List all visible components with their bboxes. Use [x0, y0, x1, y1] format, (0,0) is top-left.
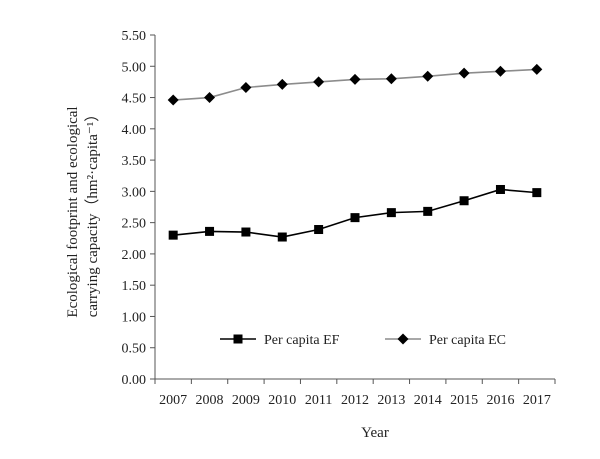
data-point-diamond [313, 76, 325, 88]
y-tick-label: 0.50 [122, 342, 147, 357]
series-per-capita-ec [167, 63, 543, 106]
data-point-square [459, 196, 469, 206]
data-point-square [350, 213, 360, 223]
y-tick-label: 3.00 [122, 185, 147, 200]
x-tick-label: 2007 [159, 393, 187, 408]
y-tick-label: 4.00 [122, 123, 147, 138]
data-point-diamond [204, 92, 216, 104]
x-tick-label: 2015 [450, 393, 478, 408]
x-tick-label: 2016 [486, 393, 514, 408]
x-tick-label: 2012 [341, 393, 369, 408]
y-tick-label: 2.00 [122, 248, 147, 263]
data-point-diamond [422, 70, 434, 82]
x-tick-label: 2014 [414, 393, 442, 408]
legend-item-per-capita-ef: Per capita EF [220, 333, 340, 348]
x-tick-label: 2017 [523, 393, 551, 408]
y-tick-label: 3.50 [122, 154, 147, 169]
data-point-square [423, 206, 433, 216]
x-tick-label: 2013 [377, 393, 405, 408]
y-tick-label: 1.00 [122, 310, 147, 325]
data-point-square [495, 184, 505, 194]
x-tick-label: 2010 [268, 393, 296, 408]
legend-label: Per capita EF [264, 333, 340, 348]
legend-item-per-capita-ec: Per capita EC [385, 333, 506, 348]
data-point-square [168, 230, 178, 240]
legend-marker-diamond [397, 333, 409, 345]
legend-label: Per capita EC [429, 333, 506, 348]
x-axis-title: Year [361, 425, 389, 441]
data-point-square [277, 232, 287, 242]
series-layer [167, 63, 543, 242]
data-point-square [532, 188, 542, 198]
data-point-diamond [167, 94, 179, 106]
y-tick-label: 5.50 [122, 29, 147, 44]
y-tick-label: 5.00 [122, 60, 147, 75]
y-axis-title-line-1: Ecological footprint and ecological [65, 106, 81, 317]
legend-marker-square [233, 334, 243, 344]
data-point-diamond [349, 73, 361, 85]
y-tick-label: 2.50 [122, 217, 147, 232]
y-tick-label: 4.50 [122, 92, 147, 107]
x-tick-label: 2009 [232, 393, 260, 408]
data-point-diamond [385, 73, 397, 85]
series-per-capita-ef [168, 184, 542, 242]
data-point-diamond [494, 65, 506, 77]
data-point-diamond [531, 63, 543, 75]
data-point-square [386, 208, 396, 218]
data-point-diamond [240, 82, 252, 94]
data-point-square [241, 227, 251, 237]
y-axis-title-line-2: carrying capacity（hm²·capita⁻¹） [84, 107, 101, 318]
x-tick-label: 2011 [305, 393, 332, 408]
y-tick-label: 0.00 [122, 373, 147, 388]
y-tick-label: 1.50 [122, 279, 147, 294]
data-point-square [314, 225, 324, 235]
y-axis-title: Ecological footprint and ecological carr… [65, 106, 101, 317]
axes: 0.00 0.50 1.00 1.50 2.00 2.50 3.00 3.50 4.00 4.50… [122, 29, 556, 408]
x-tick-label: 2008 [196, 393, 224, 408]
legend: Per capita EF Per capita EC [220, 333, 506, 348]
data-point-diamond [458, 67, 470, 79]
data-point-square [205, 226, 215, 236]
data-point-diamond [276, 78, 288, 90]
